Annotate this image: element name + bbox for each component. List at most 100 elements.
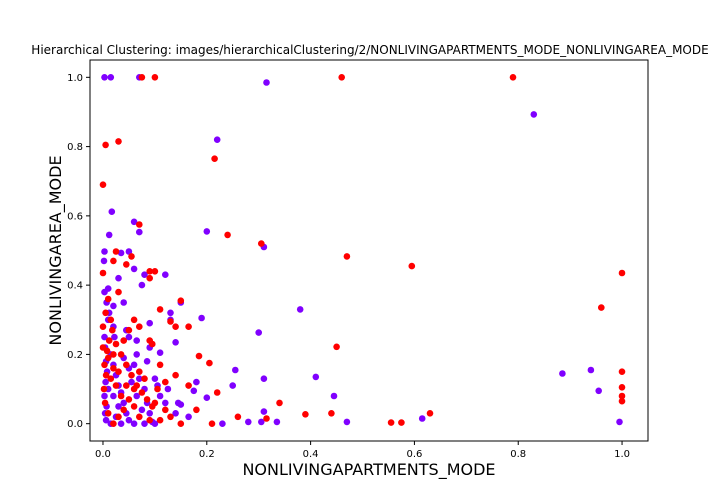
data-point [559,370,566,377]
data-point [120,337,127,344]
data-point [273,418,281,426]
data-point [203,394,211,402]
data-point [110,351,117,358]
data-point [100,385,108,393]
data-point [530,111,538,118]
data-point [195,352,203,360]
data-point [110,420,117,428]
data-point [125,416,133,424]
data-point [117,249,125,257]
y-axis: 0.0 0.2 0.4 0.6 0.8 1.0 [67,73,90,430]
data-point [258,240,265,247]
data-point [185,382,192,389]
data-point [115,288,122,296]
data-point [167,413,174,421]
data-point [167,309,174,317]
data-point [258,418,265,426]
data-point [328,410,335,417]
data-point [193,406,200,414]
data-point [177,297,185,305]
y-tick-label: 0.8 [67,142,83,153]
data-point [203,228,211,235]
data-point [128,378,135,386]
data-point [229,382,236,389]
data-point [117,420,125,428]
data-point [101,392,108,400]
data-point [133,392,140,400]
x-tick-label: 0.4 [303,449,319,460]
data-point [156,349,164,357]
data-point [387,419,395,426]
data-point [234,413,242,421]
data-point [149,403,156,410]
data-point [190,387,198,395]
y-tick-label: 1.0 [67,73,83,84]
data-point [618,368,626,376]
chart-title: Hierarchical Clustering: images/hierarch… [31,43,708,57]
data-point [102,309,109,317]
data-point [125,326,133,334]
data-point [213,389,221,396]
x-tick-label: 0.0 [95,449,111,460]
data-point [330,392,338,400]
data-point [102,371,110,379]
data-point [426,410,434,417]
data-point [107,375,115,383]
y-tick-label: 0.0 [67,419,83,430]
data-point [120,399,127,407]
data-point [162,378,169,386]
data-point [123,382,130,389]
data-point [110,392,117,400]
data-point [102,141,109,149]
data-point [100,257,108,265]
data-point [509,74,517,81]
data-point [232,366,239,374]
data-point [112,340,120,348]
data-point [146,416,153,424]
data-point [130,361,138,369]
data-point [172,410,179,417]
data-point [141,420,148,428]
data-point [156,416,164,424]
data-point [130,316,138,324]
x-tick-label: 1.0 [614,449,630,460]
data-point [587,366,595,374]
data-point [123,261,130,268]
data-point [138,74,146,81]
data-point [120,299,127,306]
data-point [162,406,169,414]
data-point [398,419,405,426]
data-point [260,408,268,415]
data-point [213,136,221,143]
data-point [101,248,108,255]
data-point [117,351,125,358]
data-point [177,420,185,428]
data-point [102,378,109,386]
data-point [105,231,113,239]
data-point [618,384,626,391]
data-point [618,397,626,405]
data-point [151,375,159,383]
data-point [156,361,164,369]
data-point [343,418,351,426]
x-tick-label: 0.8 [510,449,526,460]
y-axis-label: NONLIVINGAREA_MODE [46,155,66,345]
data-point [117,392,125,400]
data-point [99,269,107,277]
data-point [125,248,133,255]
data-point [136,368,143,376]
data-point [108,208,116,215]
data-point [109,326,116,334]
data-point [172,323,179,331]
data-point [333,343,340,351]
data-point [138,406,146,414]
data-point [115,413,122,421]
data-point [115,138,122,145]
data-point [598,304,605,311]
data-point [156,306,164,313]
data-point [125,396,133,403]
data-point [110,365,117,372]
data-point [136,221,143,228]
data-point [128,253,135,260]
x-tick-label: 0.2 [199,449,215,460]
